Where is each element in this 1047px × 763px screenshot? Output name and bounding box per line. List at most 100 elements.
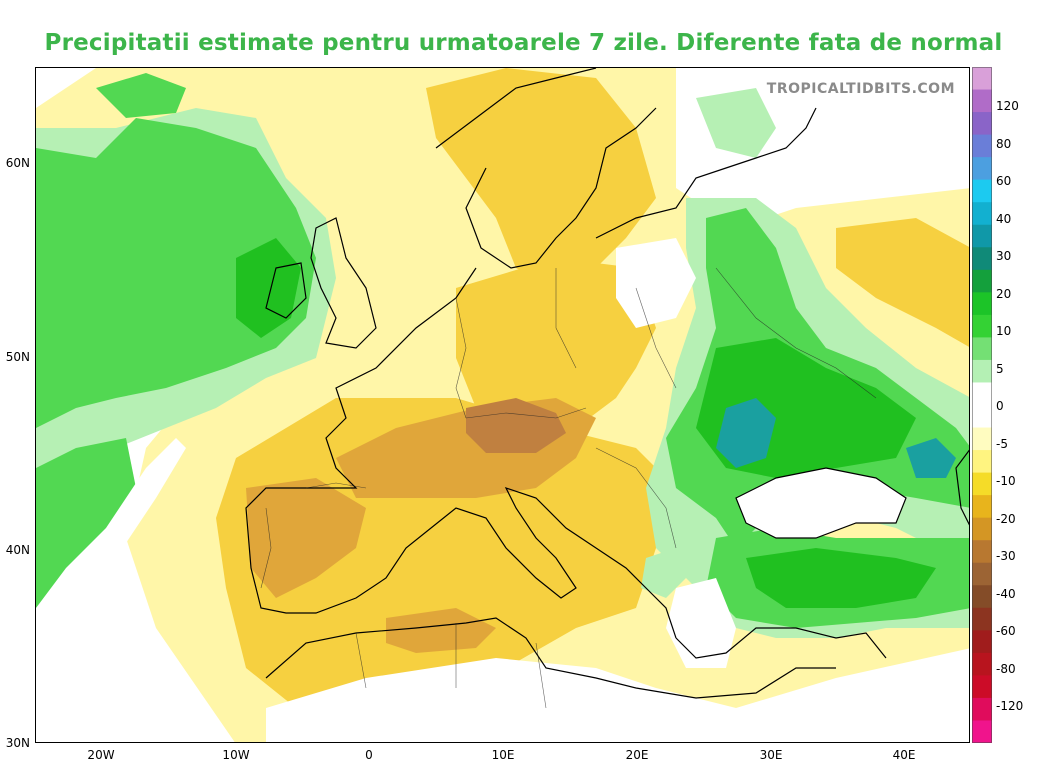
- caspian-sea-outline: [955, 449, 969, 526]
- map-area: TROPICALTIDBITS.COM: [35, 67, 970, 743]
- border-balkans: [595, 447, 677, 549]
- colorbar-swatch: [972, 157, 992, 181]
- border-poland-ukraine: [635, 287, 677, 389]
- dry-mid-russia: [836, 218, 969, 347]
- wet-light-balkan-coast: [641, 548, 686, 598]
- border-france-germany: [455, 297, 467, 419]
- colorbar-label: -80: [996, 661, 1016, 676]
- black-sea-outline: [735, 467, 907, 539]
- colorbar-label: 10: [996, 324, 1012, 338]
- border-alps: [465, 407, 587, 419]
- colorbar-swatch: [972, 382, 992, 406]
- colorbar-label: -5: [996, 436, 1008, 451]
- colorbar-swatch: [972, 720, 992, 743]
- dry-mid-southwest: [216, 398, 676, 708]
- lon-label-20W: 20W: [87, 748, 115, 762]
- dry-mid-central-europe: [456, 258, 656, 438]
- colorbar-swatch: [972, 247, 992, 271]
- colorbar-swatch: [972, 134, 992, 158]
- dry-extreme-po-valley: [466, 398, 566, 453]
- colorbar-swatch: [972, 67, 992, 91]
- lat-label-40N: 40N: [5, 543, 30, 557]
- colorbar-swatch: [972, 585, 992, 609]
- wet-light-finland: [696, 88, 776, 158]
- coastline-baltic: [595, 107, 817, 239]
- wet-mid-atlantic-tongue: [36, 438, 136, 608]
- water-bodies: [735, 449, 969, 539]
- lon-label-10W: 10W: [222, 748, 250, 762]
- colorbar-label: -120: [996, 699, 1024, 713]
- border-france-spain: [305, 482, 367, 489]
- lat-label-30N: 30N: [5, 736, 30, 750]
- lon-label-0: 0: [365, 748, 373, 762]
- coastline-north-africa: [265, 617, 836, 699]
- colorbar-label: 5: [996, 361, 1004, 376]
- colorbar-swatch: [972, 472, 992, 496]
- lon-label-10E: 10E: [491, 748, 515, 762]
- wet-strong-ireland: [236, 238, 301, 338]
- colorbar-swatch: [972, 89, 992, 113]
- dry-strong-maghreb: [386, 608, 496, 653]
- colorbar-label: 40: [996, 211, 1012, 226]
- dry-strong-iberia: [246, 478, 366, 598]
- colorbar-label: 30: [996, 249, 1012, 263]
- normal-baltic: [616, 238, 696, 328]
- colorbar-swatch: [972, 697, 992, 721]
- colorbar-label: -40: [996, 586, 1016, 601]
- colorbar-swatch: [972, 292, 992, 316]
- colorbar-swatch: [972, 337, 992, 361]
- colorbar-label: -60: [996, 624, 1016, 638]
- wet-strong-anatolia: [746, 548, 936, 608]
- colorbar-swatch: [972, 495, 992, 519]
- colorbar-swatch: [972, 179, 992, 203]
- colorbar-swatch: [972, 607, 992, 631]
- lon-label-40E: 40E: [892, 748, 916, 762]
- wet-extreme-romania: [716, 398, 776, 468]
- normal-atlantic-band: [36, 438, 186, 648]
- border-germany-poland: [555, 268, 577, 369]
- country-borders: [260, 267, 877, 709]
- coastlines: [245, 68, 887, 699]
- colorbar-swatch: [972, 675, 992, 699]
- colorbar-label: 60: [996, 174, 1012, 188]
- colorbar-label: -10: [996, 474, 1016, 488]
- colorbar-label: -20: [996, 511, 1016, 526]
- border-maghreb: [355, 623, 547, 709]
- wet-mid-iceland: [96, 73, 186, 118]
- border-ukraine-russia: [715, 267, 877, 399]
- colorbar-label: 80: [996, 136, 1012, 151]
- wet-anomaly-regions: [36, 73, 969, 638]
- coastline-scandinavia: [435, 68, 657, 269]
- wet-mid-atlantic: [36, 118, 316, 428]
- border-portugal-spain: [260, 507, 272, 589]
- colorbar-swatch: [972, 562, 992, 586]
- colorbar-swatch: [972, 427, 992, 451]
- wet-extreme-caucasus: [906, 438, 956, 478]
- normal-sahara: [266, 648, 969, 742]
- lat-label-50N: 50N: [5, 350, 30, 364]
- colorbar-swatch: [972, 359, 992, 383]
- colorbar-swatch: [972, 450, 992, 474]
- dry-mid-scandinavia: [426, 68, 656, 288]
- colorbar-label: 120: [996, 99, 1019, 113]
- coastline-eastern-med: [675, 627, 887, 659]
- anomaly-map: [36, 68, 969, 742]
- colorbar-swatch: [972, 405, 992, 429]
- source-watermark: TROPICALTIDBITS.COM: [762, 80, 959, 98]
- colorbar-label: 20: [996, 286, 1012, 301]
- lon-label-30E: 30E: [759, 748, 783, 762]
- coastline-western-europe: [245, 267, 677, 639]
- lat-label-60N: 60N: [5, 156, 30, 170]
- colorbar-swatch: [972, 540, 992, 564]
- colorbar-label: 0: [996, 399, 1004, 413]
- colorbar-swatch: [972, 517, 992, 541]
- coastline-british-isles: [265, 217, 377, 349]
- chart-title: Precipitatii estimate pentru urmatoarele…: [44, 30, 1003, 56]
- lon-label-20E: 20E: [625, 748, 649, 762]
- colorbar-swatch: [972, 269, 992, 293]
- colorbar-swatch: [972, 314, 992, 338]
- colorbar: [972, 67, 992, 743]
- colorbar-swatch: [972, 630, 992, 654]
- colorbar-swatch: [972, 202, 992, 226]
- colorbar-swatch: [972, 224, 992, 248]
